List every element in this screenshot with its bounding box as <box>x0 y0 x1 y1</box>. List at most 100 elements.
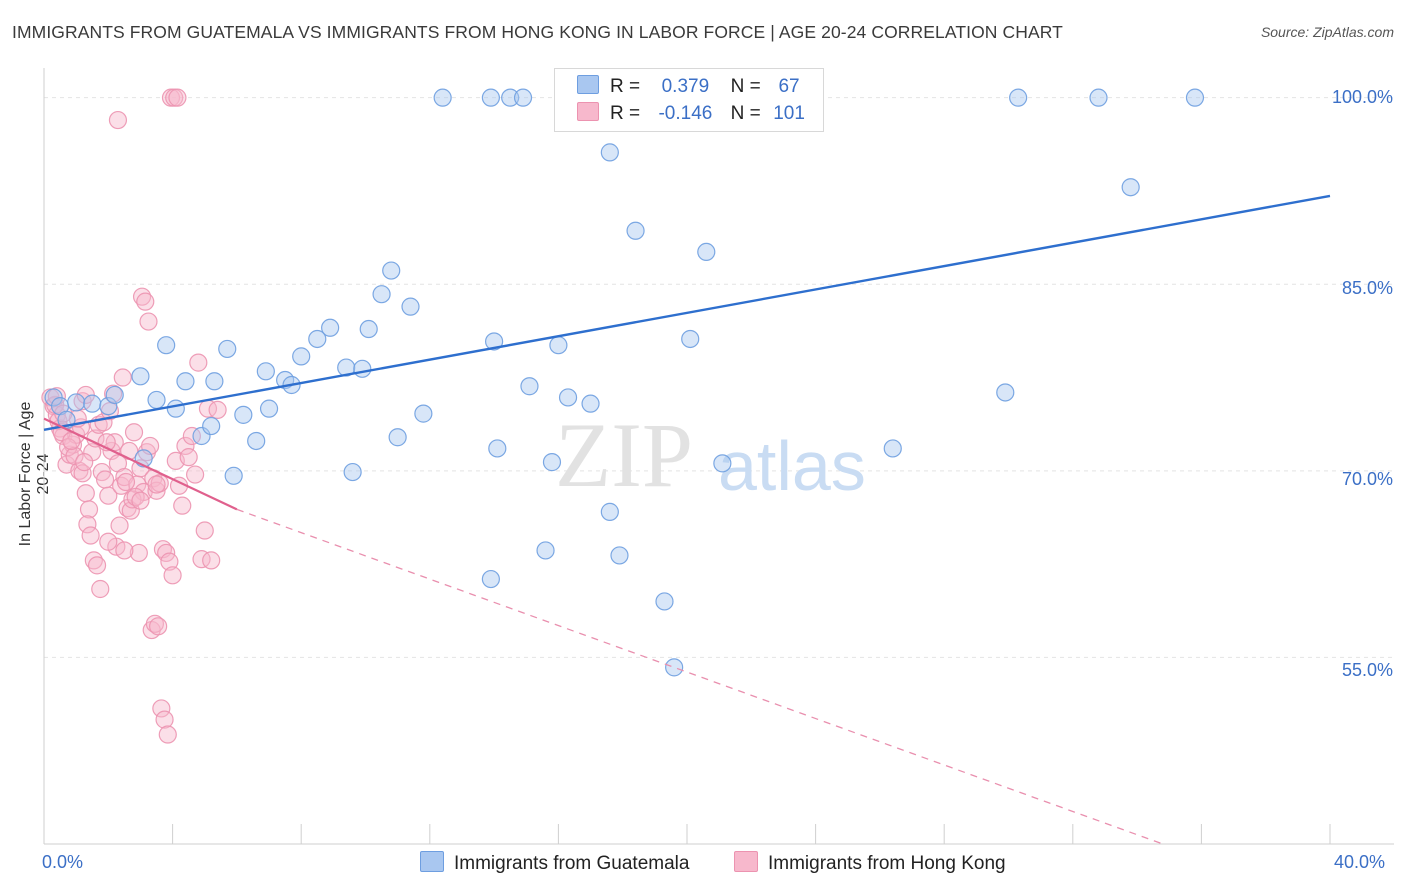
data-point <box>414 404 433 423</box>
bottom-legend-label-hongkong: Immigrants from Hong Kong <box>768 853 1006 874</box>
data-point <box>292 347 311 366</box>
data-point <box>626 221 645 240</box>
bottom-legend-label-guatemala: Immigrants from Guatemala <box>454 853 690 874</box>
data-point <box>124 423 144 442</box>
data-point <box>129 543 148 563</box>
legend-swatch-hongkong <box>577 102 599 121</box>
x-tick-max: 40.0% <box>1334 852 1386 872</box>
source-attribution: Source: ZipAtlas.com <box>1260 24 1394 40</box>
data-point <box>158 725 177 744</box>
data-point <box>189 353 208 372</box>
data-point <box>155 710 174 729</box>
legend-r-value: 0.379 <box>661 76 710 97</box>
data-point <box>600 143 619 162</box>
data-point <box>520 377 539 396</box>
data-point <box>195 521 214 540</box>
legend-r-label: R = <box>610 103 641 124</box>
data-point <box>1185 88 1205 107</box>
data-point <box>542 453 562 472</box>
x-tick-min: 0.0% <box>42 852 84 872</box>
axes <box>43 68 1394 845</box>
trend-line-hongkong <box>43 417 238 511</box>
data-point <box>382 261 401 280</box>
trend-line-guatemala <box>43 194 1331 431</box>
y-tick-70: 70.0% <box>1341 469 1393 489</box>
data-point <box>208 400 227 419</box>
data-point <box>205 372 224 391</box>
data-point <box>218 339 237 359</box>
data-point <box>192 426 211 446</box>
data-point <box>79 500 99 519</box>
data-point <box>321 318 340 337</box>
data-point <box>131 491 150 510</box>
series-guatemala-points <box>44 88 1205 677</box>
data-point <box>433 88 452 107</box>
watermark-atlas: atlas <box>718 427 866 505</box>
bottom-legend-guatemala: Immigrants from Guatemala <box>420 851 689 875</box>
data-point <box>247 431 266 451</box>
trend-line-hongkong-extension <box>236 508 1164 845</box>
data-point <box>176 372 195 391</box>
legend-n-value: 67 <box>778 76 800 97</box>
data-point <box>681 329 700 349</box>
data-point <box>234 405 253 424</box>
data-point <box>481 569 500 589</box>
data-point <box>115 541 134 560</box>
data-point <box>157 336 176 355</box>
legend-n-value: 101 <box>773 103 805 124</box>
data-point <box>996 383 1015 402</box>
data-point <box>176 436 195 456</box>
data-point <box>1089 88 1108 107</box>
chart-title: IMMIGRANTS FROM GUATEMALA VS IMMIGRANTS … <box>12 22 1063 42</box>
data-point <box>168 88 187 107</box>
data-point <box>372 285 391 304</box>
data-point <box>224 466 243 485</box>
data-point <box>665 658 684 677</box>
data-point <box>343 462 362 482</box>
data-point <box>84 551 103 570</box>
data-point <box>202 416 221 436</box>
legend-r-value: -0.146 <box>658 103 713 124</box>
data-point <box>75 453 94 472</box>
data-point <box>192 550 211 569</box>
data-point <box>116 472 136 492</box>
data-point <box>99 532 118 551</box>
data-point <box>163 566 182 585</box>
data-point <box>139 312 158 331</box>
data-point <box>485 332 504 351</box>
data-point <box>108 110 128 130</box>
legend-row-hongkong: R = -0.146 N = 101 <box>577 102 812 126</box>
data-point <box>76 484 95 503</box>
legend-swatch-guatemala <box>577 75 599 94</box>
data-point <box>105 385 124 405</box>
data-point <box>99 397 118 416</box>
data-point <box>173 496 192 515</box>
data-point <box>337 358 356 377</box>
data-point <box>149 617 168 636</box>
data-point <box>697 242 716 262</box>
data-point <box>359 319 378 339</box>
data-point <box>136 292 155 311</box>
bottom-legend-swatch-guatemala <box>420 851 444 872</box>
data-point <box>202 551 221 570</box>
data-point <box>388 428 407 447</box>
y-tick-100: 100.0% <box>1331 87 1393 107</box>
trend-lines <box>43 194 1331 845</box>
y-tick-55: 55.0% <box>1341 660 1393 680</box>
correlation-legend: R = 0.379 N = 67 R = -0.146 N = 101 <box>554 68 824 132</box>
data-point <box>147 390 166 410</box>
data-point <box>179 448 198 467</box>
data-point <box>259 399 279 418</box>
data-point <box>132 287 152 306</box>
data-point <box>110 516 129 535</box>
data-point <box>99 486 118 505</box>
data-point <box>488 439 507 458</box>
watermark-zip: ZIP <box>555 404 693 506</box>
data-point <box>513 88 533 107</box>
gridlines <box>44 97 1394 658</box>
data-point <box>147 475 166 494</box>
data-point <box>95 470 115 489</box>
data-point <box>353 359 372 378</box>
data-point <box>600 502 619 521</box>
